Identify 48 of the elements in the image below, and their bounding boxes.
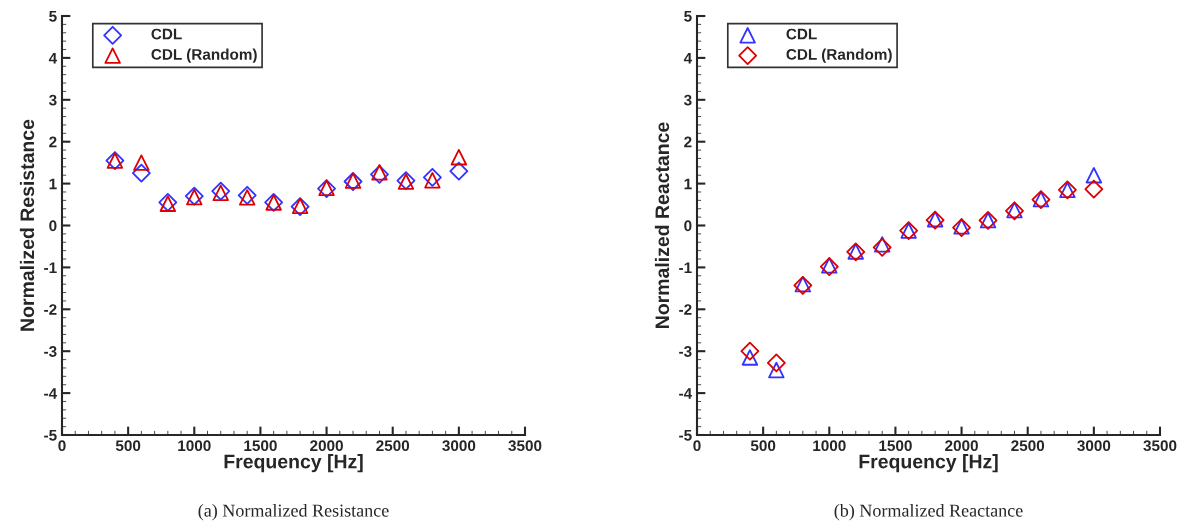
y-tick-label: 3	[683, 94, 692, 106]
y-tick-label: 2	[49, 136, 57, 148]
x-tick-label: 3000	[442, 440, 476, 452]
x-tick-label: 2500	[376, 440, 410, 452]
y-tick-label: -1	[679, 262, 692, 273]
y-tick-label: 4	[48, 52, 58, 64]
x-axis-title: Frequency [Hz]	[224, 454, 363, 473]
x-tick-label: 0	[58, 440, 66, 452]
y-tick-label: 1	[684, 178, 692, 190]
x-tick-label: 1000	[178, 440, 211, 452]
x-tick-label: 500	[115, 440, 141, 452]
legend-label: CDL (Random)	[151, 48, 257, 63]
x-tick-label: 2000	[945, 440, 978, 452]
y-tick-label: -2	[44, 304, 57, 315]
y-tick-label: -3	[44, 346, 57, 357]
x-tick-label: 2500	[1011, 440, 1045, 452]
x-tick-label: 2000	[310, 440, 343, 452]
x-tick-label: 0	[693, 440, 701, 452]
y-tick-label: 0	[49, 220, 57, 232]
y-tick-label: 3	[48, 94, 57, 106]
y-tick-label: 1	[49, 178, 57, 190]
x-axis-title: Frequency [Hz]	[859, 454, 998, 473]
y-tick-label: 5	[684, 11, 692, 22]
x-tick-label: 3000	[1077, 440, 1111, 452]
x-tick-label: 500	[750, 440, 776, 452]
legend-label: CDL	[151, 28, 182, 40]
y-tick-label: -5	[44, 430, 57, 441]
y-tick-label: 5	[49, 11, 57, 22]
x-tick-label: 1500	[879, 440, 912, 452]
y-tick-label: -4	[679, 388, 693, 399]
x-tick-label: 1500	[244, 440, 277, 452]
y-tick-label: -2	[679, 304, 692, 315]
y-tick-label: 2	[684, 136, 692, 148]
x-tick-label: 3500	[508, 440, 542, 452]
x-tick-label: 3500	[1143, 440, 1177, 452]
y-tick-label: 4	[683, 52, 693, 64]
y-tick-label: -5	[679, 430, 692, 441]
y-axis-title: Normalized Resistance	[19, 119, 35, 331]
text: (a) Normalized Resistance	[198, 504, 389, 521]
legend-label: CDL (Random)	[786, 48, 892, 63]
y-tick-label: -4	[44, 388, 58, 399]
x-tick-label: 1000	[813, 440, 846, 452]
legend-label: CDL	[786, 28, 817, 40]
y-axis-title: Normalized Reactance	[654, 122, 670, 328]
y-tick-label: 0	[684, 220, 692, 232]
y-tick-label: -3	[679, 346, 692, 357]
text: (b) Normalized Reactance	[834, 504, 1023, 521]
y-tick-label: -1	[44, 262, 57, 273]
